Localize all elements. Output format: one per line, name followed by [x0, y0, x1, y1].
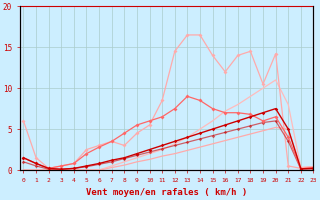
- X-axis label: Vent moyen/en rafales ( km/h ): Vent moyen/en rafales ( km/h ): [86, 188, 247, 197]
